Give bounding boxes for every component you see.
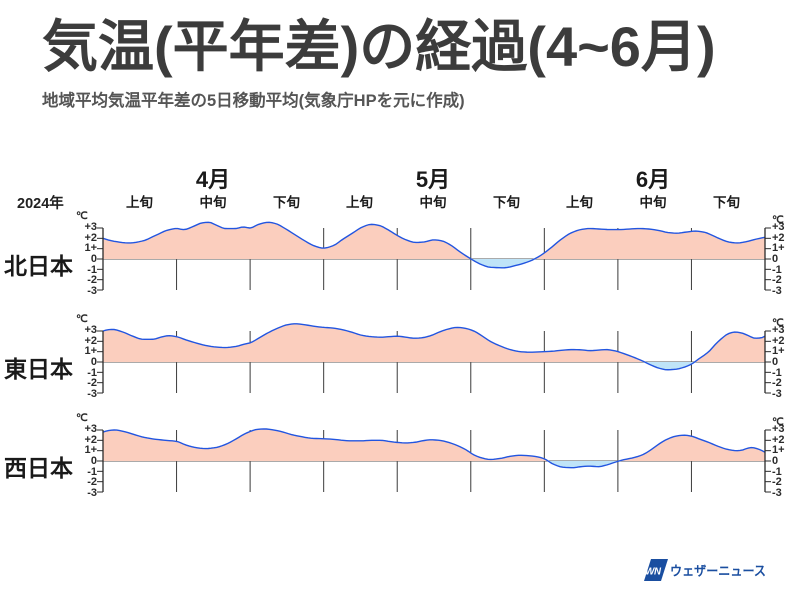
- svg-text:ウェザーニュース: ウェザーニュース: [670, 564, 766, 579]
- svg-text:WN: WN: [645, 566, 662, 577]
